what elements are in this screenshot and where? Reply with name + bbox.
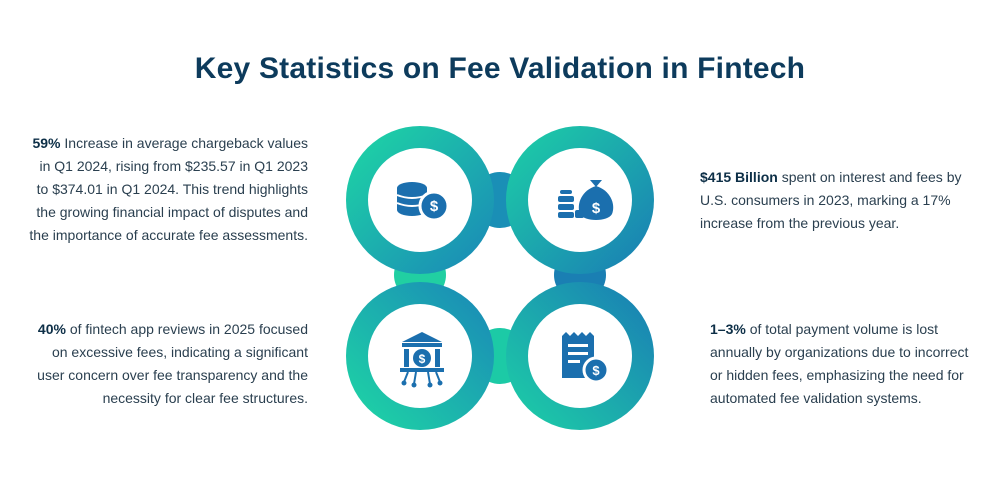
page-title: Key Statistics on Fee Validation in Fint… xyxy=(194,52,806,85)
puzzle-piece-3: $ xyxy=(346,282,494,430)
stat-text: Increase in average chargeback values in… xyxy=(29,135,308,243)
stat-app-reviews: 40% of fintech app reviews in 2025 focus… xyxy=(28,318,308,410)
stat-text: of total payment volume is lost annually… xyxy=(710,321,969,406)
stat-text: spent on interest and fees by U.S. consu… xyxy=(700,169,962,231)
bank-network-icon: $ xyxy=(400,332,444,388)
stat-highlight: 40% xyxy=(37,321,66,337)
stat-text: of fintech app reviews in 2025 focused o… xyxy=(37,321,308,406)
puzzle-piece-1: $ xyxy=(346,126,494,274)
stat-highlight: 1–3% xyxy=(710,321,746,337)
money-bag-icon: $ xyxy=(558,180,614,220)
coins-dollar-icon: $ xyxy=(396,182,450,222)
svg-text:$: $ xyxy=(592,200,601,217)
svg-text:$: $ xyxy=(430,198,439,215)
invoice-dollar-icon: $ xyxy=(562,332,610,384)
stat-highlight: 59% xyxy=(32,135,61,151)
stat-payment-loss: 1–3% of total payment volume is lost ann… xyxy=(710,318,970,410)
stat-interest-fees: $415 Billion spent on interest and fees … xyxy=(700,166,968,235)
stat-highlight: $415 Billion xyxy=(700,169,778,185)
puzzle-piece-2: $ xyxy=(506,126,654,274)
svg-text:$: $ xyxy=(419,352,426,366)
puzzle-graphic: $ $ $ xyxy=(346,126,654,430)
svg-text:$: $ xyxy=(592,363,600,378)
stat-chargeback: 59% Increase in average chargeback value… xyxy=(28,132,308,247)
puzzle-piece-4: $ xyxy=(506,282,654,430)
